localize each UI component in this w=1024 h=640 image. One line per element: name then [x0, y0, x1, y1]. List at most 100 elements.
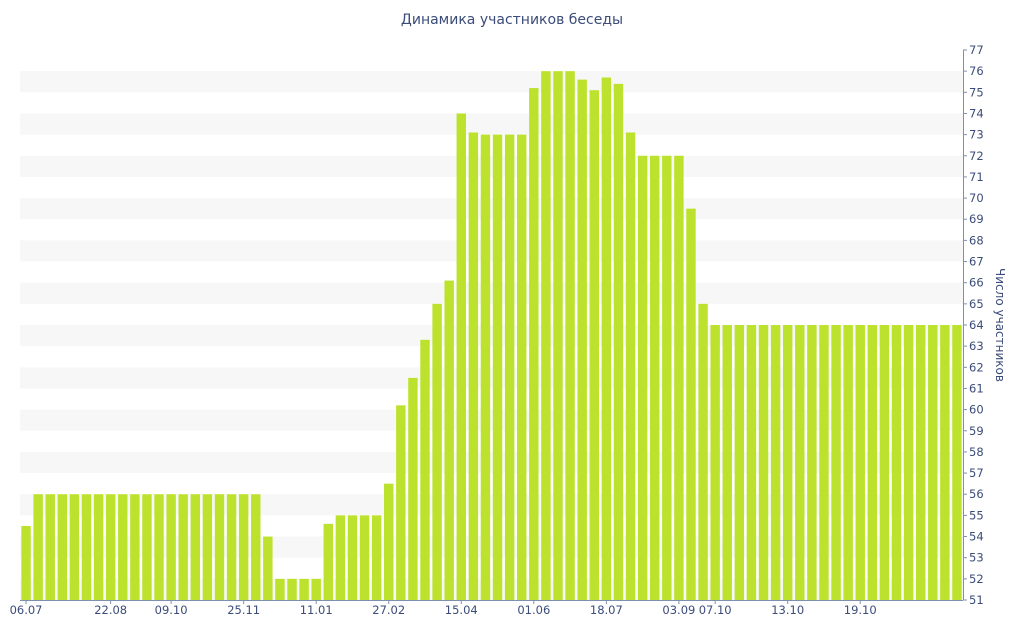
bar	[251, 494, 261, 600]
bar	[879, 325, 890, 600]
x-tick-label: 09.10	[155, 603, 188, 617]
y-tick-label: 70	[969, 191, 984, 205]
bar	[190, 494, 201, 600]
x-tick-label: 18.07	[590, 603, 623, 617]
bar	[57, 494, 68, 600]
y-tick-label: 76	[969, 64, 984, 78]
bar	[408, 377, 418, 600]
bars	[21, 71, 962, 601]
bar	[589, 90, 599, 600]
x-tick-label: 01.06	[517, 603, 550, 617]
y-tick-label: 60	[969, 403, 984, 417]
bar	[21, 525, 31, 600]
y-tick-label: 62	[969, 360, 984, 374]
bar	[686, 208, 696, 600]
bar	[722, 325, 732, 600]
bar	[275, 578, 285, 600]
y-tick-label: 52	[969, 572, 984, 586]
bar	[940, 325, 950, 600]
bar	[770, 325, 781, 600]
y-tick-label: 64	[969, 318, 984, 332]
x-tick-label: 07.10	[699, 603, 732, 617]
bar	[807, 325, 817, 600]
bar	[867, 325, 878, 600]
bar	[855, 325, 865, 600]
grid-band	[20, 240, 963, 262]
y-tick-label: 77	[969, 43, 984, 57]
bar	[891, 325, 902, 600]
bar	[347, 515, 358, 600]
bar	[444, 280, 454, 600]
bar	[166, 494, 176, 600]
y-tick-label: 59	[969, 424, 984, 438]
bar	[565, 71, 575, 600]
bar	[698, 303, 708, 600]
bar	[69, 494, 80, 600]
bar	[601, 77, 612, 600]
bar	[843, 325, 853, 600]
bar	[553, 71, 563, 600]
bar	[45, 494, 55, 600]
bar	[819, 325, 829, 600]
y-tick-label: 73	[969, 128, 984, 142]
bar	[226, 494, 237, 600]
y-tick-label: 65	[969, 297, 984, 311]
x-tick-label: 06.07	[10, 603, 43, 617]
grid-band	[20, 155, 963, 177]
y-tick-label: 75	[969, 85, 984, 99]
bar	[649, 155, 660, 600]
x-tick-label: 22.08	[94, 603, 127, 617]
bar	[952, 325, 962, 600]
y-tick-labels: 51 52 53 54 55 56 57 58 59 60 61 62 63 64 65 66 67 68 69 70…	[963, 43, 984, 607]
bar	[178, 494, 188, 600]
bar	[529, 88, 539, 601]
x-tick-labels: 06.07 22.08 09.10 25.11 11.01 27.02 15.04 01.06…	[10, 600, 877, 617]
bar	[504, 134, 515, 600]
x-tick-label: 03.09	[662, 603, 695, 617]
bar	[396, 405, 406, 600]
bar	[311, 578, 321, 600]
bar	[287, 578, 297, 600]
y-tick-label: 74	[969, 106, 984, 120]
y-tick-label: 68	[969, 233, 984, 247]
bar	[541, 71, 551, 600]
bar	[625, 132, 636, 600]
bar	[674, 155, 684, 600]
y-tick-label: 55	[969, 508, 984, 522]
bar	[915, 325, 926, 600]
bar	[81, 494, 92, 600]
x-tick-label: 15.04	[445, 603, 478, 617]
bar	[710, 325, 720, 600]
y-tick-label: 66	[969, 276, 984, 290]
bar	[746, 325, 757, 600]
x-tick-label: 25.11	[227, 603, 260, 617]
bar	[577, 79, 587, 601]
bar	[480, 134, 491, 600]
bar	[299, 578, 309, 600]
bar	[384, 483, 394, 600]
bar	[118, 494, 128, 600]
bar	[323, 523, 334, 600]
bar	[263, 536, 273, 600]
y-tick-label: 69	[969, 212, 984, 226]
bar	[142, 494, 152, 600]
bar	[359, 515, 370, 600]
bar	[795, 325, 805, 600]
y-tick-label: 57	[969, 466, 984, 480]
bar	[335, 515, 346, 600]
bar	[492, 134, 503, 600]
bar	[202, 494, 213, 600]
bar	[371, 515, 382, 600]
bar	[420, 339, 430, 600]
grid-band	[20, 282, 963, 304]
y-tick-label: 72	[969, 149, 984, 163]
y-tick-label: 56	[969, 487, 984, 501]
bar	[662, 155, 672, 600]
bar	[33, 494, 43, 600]
y-tick-label: 53	[969, 551, 984, 565]
grid-band	[20, 113, 963, 135]
bar	[758, 325, 769, 600]
bar	[468, 132, 479, 600]
grid-band	[20, 198, 963, 220]
bar	[432, 303, 442, 600]
